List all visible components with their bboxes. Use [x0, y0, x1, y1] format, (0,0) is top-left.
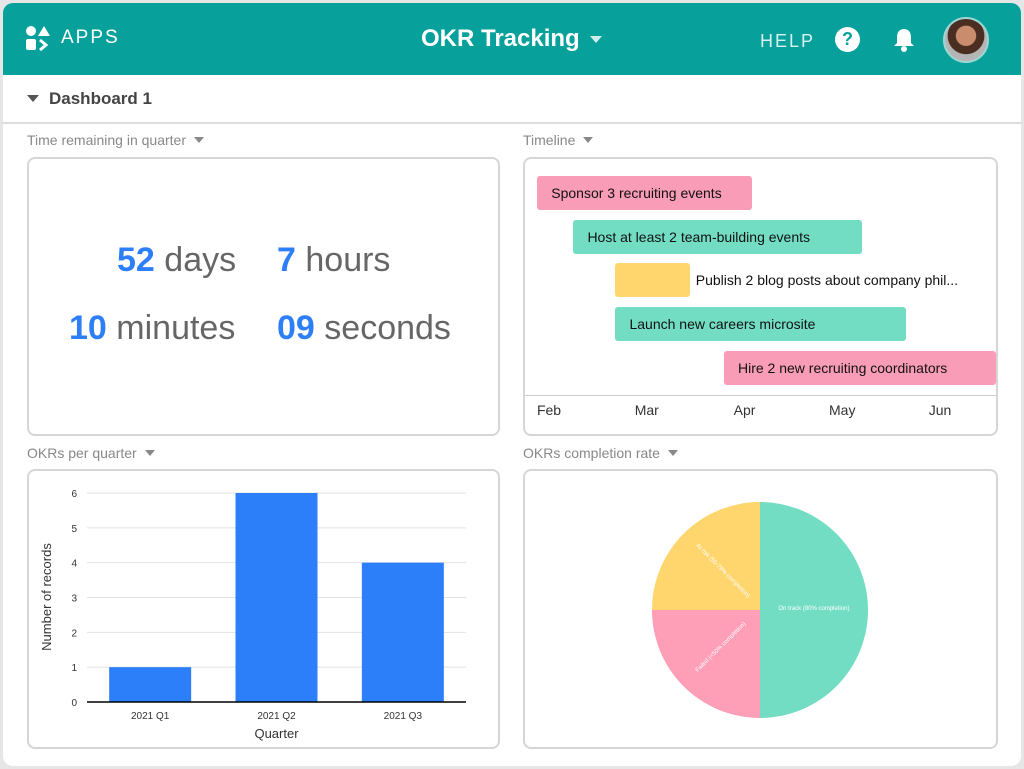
countdown-seconds: 09 seconds: [277, 309, 451, 347]
timeline-axis: [525, 395, 996, 396]
timeline-bar-label: Sponsor 3 recruiting events: [551, 185, 722, 201]
x-tick-label: 2021 Q1: [131, 711, 170, 722]
x-tick-label: 2021 Q2: [257, 711, 296, 722]
timeline-bar[interactable]: Publish 2 blog posts about company phil.…: [615, 263, 958, 298]
timeline-bar-label: Hire 2 new recruiting coordinators: [737, 359, 948, 376]
timeline-bar-label: Publish 2 blog posts about company phil.…: [695, 272, 959, 289]
countdown-hours: 7 hours: [277, 241, 391, 279]
bar: [361, 562, 444, 702]
help-icon[interactable]: ?: [835, 27, 860, 52]
y-tick-label: 5: [71, 524, 77, 535]
bar-chart-panel: 0 1 2 3 4 5 6 2021 Q1 2021 Q2 2021 Q3 Quarter Numbe…: [27, 469, 500, 749]
caret-down-icon: [27, 95, 39, 102]
timeline-label[interactable]: Timeline: [523, 132, 594, 148]
pie-chart-panel: On track (80% completion) Failed (<50% co…: [523, 469, 998, 749]
countdown-panel: 52 days 7 hours 10 minutes 09 seconds: [27, 157, 500, 436]
pie-chart-title: OKRs completion rate: [523, 445, 660, 461]
pie-slice: [652, 610, 760, 718]
timeline-bar[interactable]: Sponsor 3 recruiting events: [537, 176, 753, 210]
caret-down-icon: [583, 137, 594, 143]
timeline-bar[interactable]: Hire 2 new recruiting coordinators: [723, 350, 996, 385]
user-avatar[interactable]: [943, 17, 989, 63]
pie-slice: [652, 502, 760, 610]
y-tick-label: 1: [71, 663, 77, 674]
timeline-month-label: May: [829, 402, 856, 418]
timeline-bar[interactable]: Host at least 2 team-building events: [573, 219, 862, 254]
countdown-label[interactable]: Time remaining in quarter: [27, 132, 204, 148]
y-tick-label: 6: [71, 489, 77, 500]
completion-rate-label[interactable]: OKRs completion rate: [523, 445, 678, 461]
x-tick-label: 2021 Q3: [384, 711, 423, 722]
bar-chart-title: OKRs per quarter: [27, 445, 137, 461]
countdown-label-text: Time remaining in quarter: [27, 132, 186, 148]
pie-chart: On track (80% completion)Failed (<50% co…: [652, 502, 868, 718]
y-tick-label: 3: [71, 594, 77, 605]
okrs-per-quarter-label[interactable]: OKRs per quarter: [27, 445, 155, 461]
bar-chart: 0 1 2 3 4 5 6 2021 Q1 2021 Q2 2021 Q3 Quarter Numbe…: [39, 489, 466, 741]
bell-icon[interactable]: [892, 27, 916, 53]
timeline-month-label: Jun: [928, 402, 952, 418]
bar: [109, 667, 192, 702]
apps-button[interactable]: APPS: [25, 25, 120, 51]
countdown-minutes: 10 minutes: [69, 309, 236, 347]
timeline-bar[interactable]: Launch new careers microsite: [615, 307, 906, 342]
pie-slice: [760, 502, 868, 718]
timeline-panel: Feb Mar Apr May Jun Sponsor 3 recruiting even…: [523, 157, 998, 436]
app-window: APPS OKR Tracking HELP ? Dashboard 1 Tim…: [3, 3, 1021, 766]
timeline-bar-label: Launch new careers microsite: [629, 316, 816, 333]
y-axis-label: Number of records: [39, 543, 54, 651]
bar: [235, 493, 318, 702]
timeline-month-label: Feb: [536, 402, 562, 418]
apps-label: APPS: [61, 27, 120, 48]
y-tick-label: 0: [71, 698, 77, 709]
caret-down-icon: [667, 450, 678, 456]
top-bar: APPS OKR Tracking HELP ?: [3, 3, 1021, 75]
dashboard-toggle[interactable]: Dashboard 1: [3, 75, 1021, 124]
timeline-label-text: Timeline: [523, 132, 576, 148]
help-link[interactable]: HELP: [760, 31, 816, 51]
caret-down-icon: [144, 450, 155, 456]
base-title: OKR Tracking: [421, 25, 580, 52]
y-tick-label: 2: [71, 628, 77, 639]
apps-icon: [26, 26, 50, 51]
chevron-down-icon: [589, 35, 602, 43]
countdown-days: 52 days: [117, 241, 237, 279]
base-title-dropdown[interactable]: OKR Tracking: [421, 25, 602, 53]
timeline-bar-label: Host at least 2 team-building events: [587, 228, 811, 245]
timeline-month-label: Apr: [733, 402, 756, 418]
dashboard-title: Dashboard 1: [49, 88, 152, 108]
timeline-month-label: Mar: [634, 402, 659, 418]
pie-slice-label: On track (80% completion): [778, 606, 849, 612]
x-axis-label: Quarter: [254, 726, 299, 741]
caret-down-icon: [194, 137, 204, 143]
y-tick-label: 4: [71, 559, 77, 570]
